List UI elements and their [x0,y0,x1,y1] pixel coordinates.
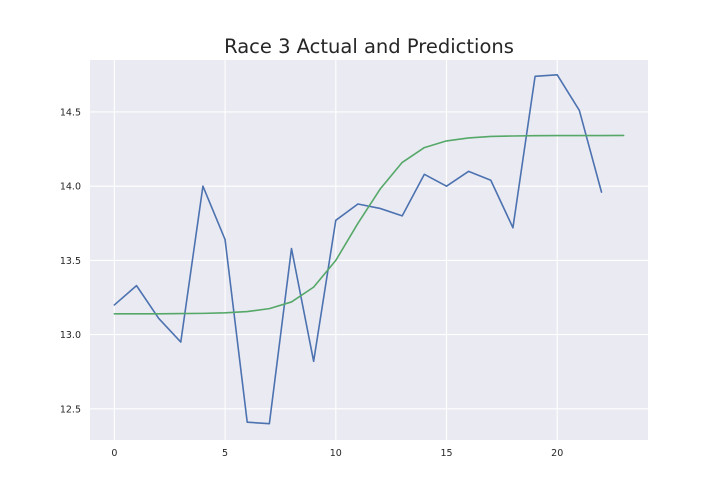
x-tick-label: 10 [330,448,342,459]
y-tick-label: 12.5 [60,404,81,415]
x-tick-label: 15 [440,448,452,459]
chart-title: Race 3 Actual and Predictions [224,35,514,58]
plot-area [90,60,648,440]
y-tick-label: 13.5 [60,256,81,267]
y-tick-label: 14.5 [60,107,81,118]
x-tick-label: 20 [551,448,563,459]
x-tick-label: 5 [222,448,228,459]
y-tick-label: 13.0 [60,330,81,341]
x-tick-label: 0 [111,448,117,459]
series-line-2 [113,134,625,315]
y-tick-label: 14.0 [60,182,81,193]
series-line-1 [113,74,603,425]
